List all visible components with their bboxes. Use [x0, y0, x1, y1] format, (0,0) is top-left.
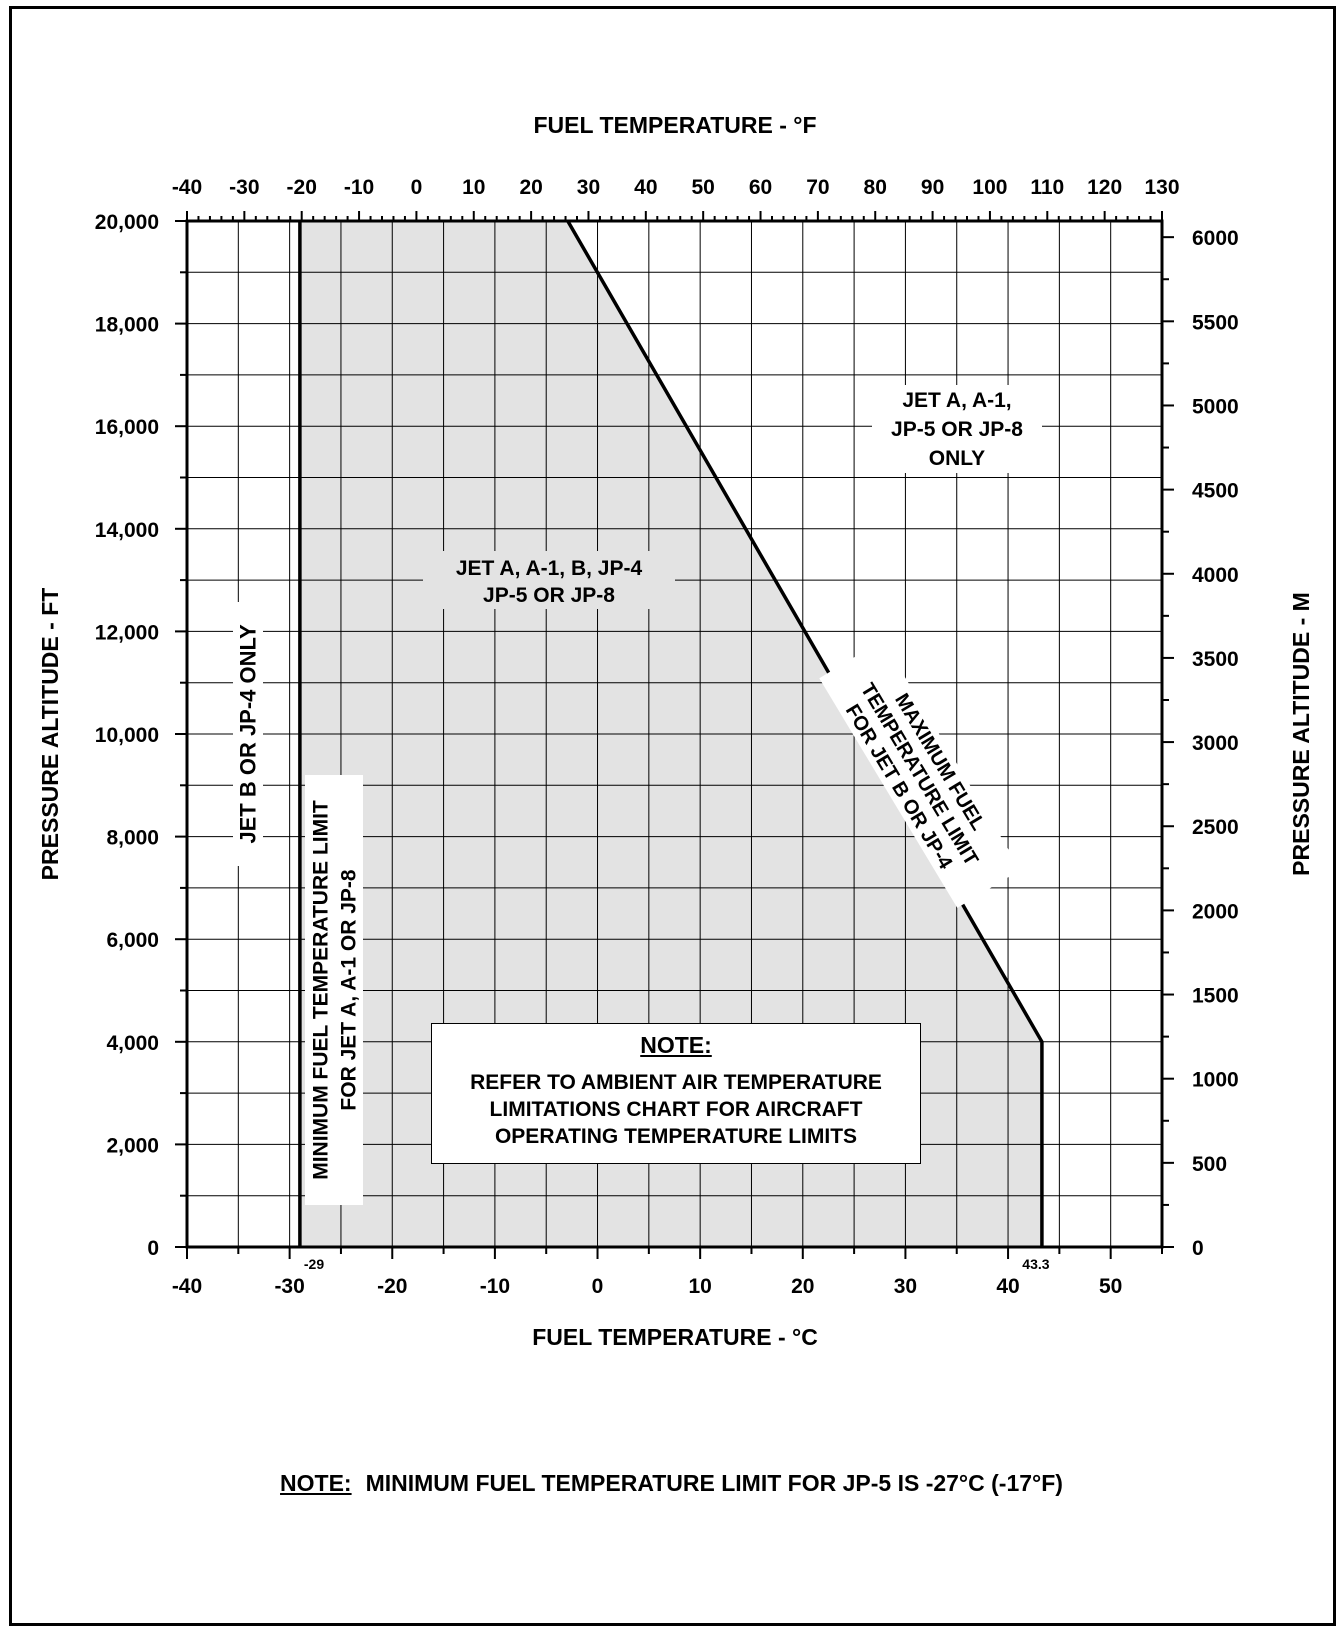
meters-tick-label: 1500 [1192, 985, 1239, 1008]
maximum-limit-line [566, 220, 1044, 1247]
maximum-limit-value: 43.3 [1022, 1256, 1049, 1272]
fahrenheit-tick-label: 40 [634, 176, 657, 199]
all-fuels-label: JP-5 OR JP-8 [483, 584, 615, 607]
jet-b-only-label: JET B OR JP-4 ONLY [236, 624, 261, 844]
fahrenheit-tick-label: -10 [344, 176, 374, 199]
meters-tick-label: 6000 [1192, 227, 1239, 250]
all-fuels-label: JET A, A-1, B, JP-4 [456, 557, 643, 580]
note-box-line: REFER TO AMBIENT AIR TEMPERATURE [470, 1071, 882, 1094]
feet-tick-label: 20,000 [95, 211, 159, 234]
feet-tick-label: 10,000 [95, 724, 159, 747]
note-box-line: LIMITATIONS CHART FOR AIRCRAFT [489, 1098, 863, 1121]
note-box-line: OPERATING TEMPERATURE LIMITS [494, 1125, 858, 1148]
note-box: NOTE: REFER TO AMBIENT AIR TEMPERATURE L… [431, 1023, 921, 1164]
celsius-tick-label: 10 [688, 1275, 711, 1298]
feet-tick-label: 8,000 [106, 827, 159, 850]
maximum-limit-value-bg [1013, 1253, 1058, 1273]
meters-tick-label: 0 [1192, 1237, 1204, 1260]
top-axis-title: FUEL TEMPERATURE - °F [533, 112, 816, 138]
celsius-tick-label: -10 [480, 1275, 510, 1298]
feet-tick-label: 12,000 [95, 621, 159, 644]
meters-tick-label: 2500 [1192, 816, 1239, 839]
jet-a-only-label: JET A, A-1, [902, 389, 1011, 412]
fahrenheit-tick-label: 70 [806, 176, 829, 199]
feet-tick-label: 16,000 [95, 416, 159, 439]
fahrenheit-tick-label: 50 [691, 176, 714, 199]
celsius-tick-label: 30 [894, 1275, 917, 1298]
minimum-limit-value: -29 [304, 1256, 324, 1272]
right-axis-title: PRESSURE ALTITUDE - M [1288, 592, 1314, 876]
fahrenheit-tick-label: 10 [462, 176, 485, 199]
meters-tick-label: 1000 [1192, 1069, 1239, 1092]
meters-tick-label: 3500 [1192, 648, 1239, 671]
jet-a-only-label: ONLY [929, 447, 985, 470]
meters-tick-label: 5000 [1192, 395, 1239, 418]
meters-tick-label: 3000 [1192, 732, 1239, 755]
celsius-tick-label: -30 [274, 1275, 304, 1298]
celsius-tick-label: -40 [172, 1275, 202, 1298]
minimum-limit-label: MINIMUM FUEL TEMPERATURE LIMIT [309, 800, 332, 1180]
all-fuels-label-group: JET A, A-1, B, JP-4 JP-5 OR JP-8 [423, 551, 675, 609]
jet-b-only-label-group: JET B OR JP-4 ONLY [233, 602, 263, 866]
jet-a-only-label: JP-5 OR JP-8 [891, 418, 1023, 441]
feet-tick-label: 18,000 [95, 314, 159, 337]
meters-tick-label: 4500 [1192, 480, 1239, 503]
feet-tick-label: 0 [147, 1237, 159, 1260]
celsius-tick-label: 0 [592, 1275, 604, 1298]
feet-tick-label: 6,000 [106, 929, 159, 952]
left-axis-title: PRESSURE ALTITUDE - FT [37, 588, 63, 881]
meters-tick-label: 2000 [1192, 900, 1239, 923]
meters-tick-label: 5500 [1192, 311, 1239, 334]
feet-tick-label: 2,000 [106, 1134, 159, 1157]
minimum-limit-label: FOR JET A, A-1 OR JP-8 [337, 869, 360, 1110]
bottom-axis-title: FUEL TEMPERATURE - °C [532, 1324, 818, 1350]
jet-a-only-label-group: JET A, A-1, JP-5 OR JP-8 ONLY [872, 385, 1042, 473]
fahrenheit-tick-label: -20 [287, 176, 317, 199]
footnote: NOTE: MINIMUM FUEL TEMPERATURE LIMIT FOR … [0, 1470, 1343, 1497]
footnote-text: MINIMUM FUEL TEMPERATURE LIMIT FOR JP-5 … [365, 1470, 1063, 1496]
minimum-limit-label-background [305, 775, 363, 1205]
minimum-limit-label-group: MINIMUM FUEL TEMPERATURE LIMIT FOR JET A,… [305, 775, 363, 1205]
celsius-tick-label: 50 [1099, 1275, 1122, 1298]
jet-a-only-label-background [872, 385, 1042, 473]
celsius-tick-label: 40 [996, 1275, 1019, 1298]
celsius-tick-label: 20 [791, 1275, 814, 1298]
fahrenheit-tick-label: 20 [519, 176, 542, 199]
all-fuels-label-background [423, 551, 675, 609]
footnote-lead: NOTE: [280, 1470, 352, 1496]
meters-tick-label: 4000 [1192, 564, 1239, 587]
feet-tick-label: 4,000 [106, 1032, 159, 1055]
fahrenheit-tick-label: -40 [172, 176, 202, 199]
fahrenheit-tick-label: 120 [1087, 176, 1122, 199]
fahrenheit-tick-label: 80 [864, 176, 887, 199]
meters-tick-label: 500 [1192, 1153, 1227, 1176]
jet-b-only-label-background [233, 602, 263, 866]
fahrenheit-tick-label: 100 [972, 176, 1007, 199]
fahrenheit-tick-label: 30 [577, 176, 600, 199]
fahrenheit-tick-label: 130 [1144, 176, 1179, 199]
celsius-tick-label: -20 [377, 1275, 407, 1298]
fahrenheit-tick-label: 60 [749, 176, 772, 199]
fahrenheit-tick-label: 90 [921, 176, 944, 199]
note-box-title: NOTE: [640, 1032, 712, 1058]
maximum-limit-label-background [819, 640, 1021, 908]
fahrenheit-tick-label: 0 [411, 176, 423, 199]
fahrenheit-tick-label: -30 [229, 176, 259, 199]
fahrenheit-tick-label: 110 [1030, 176, 1064, 199]
feet-tick-label: 14,000 [95, 519, 159, 542]
